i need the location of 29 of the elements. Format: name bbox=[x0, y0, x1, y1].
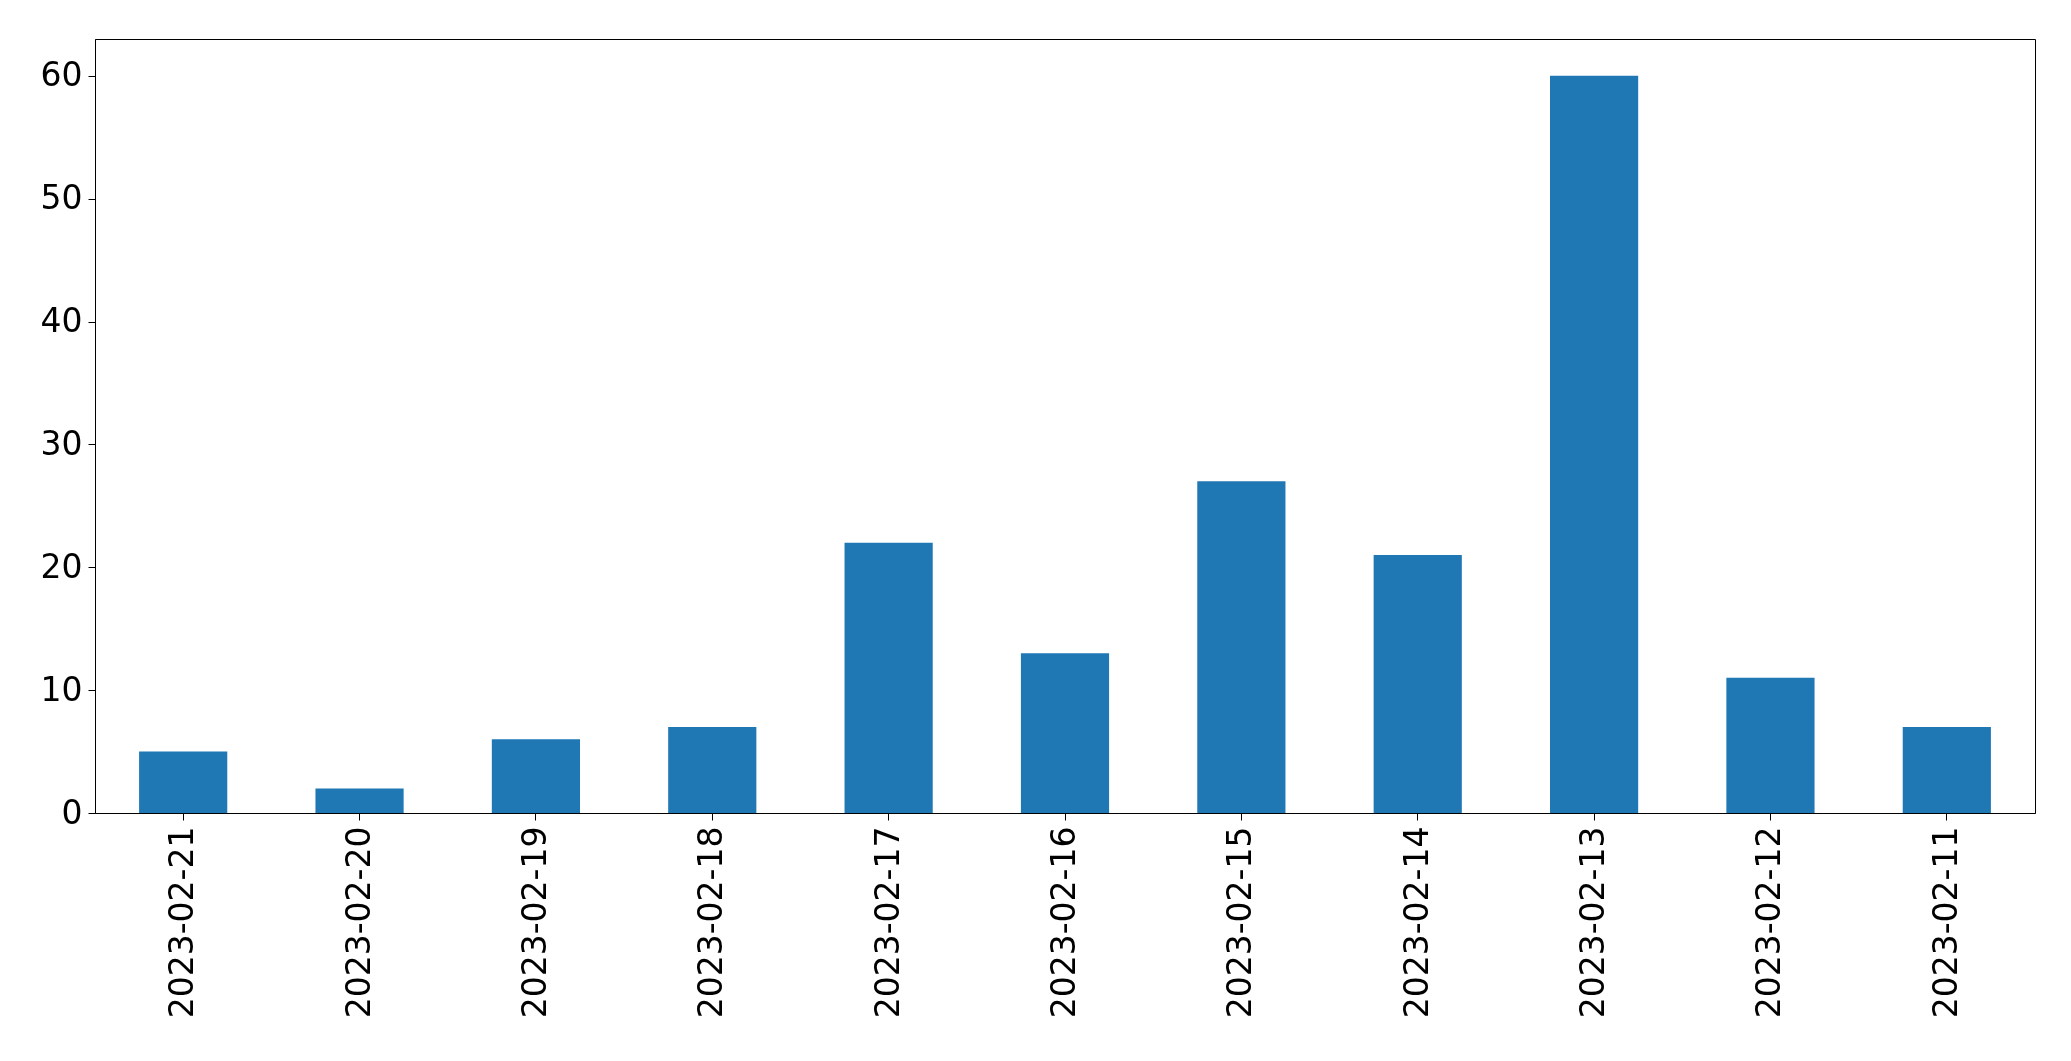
y-tick-label: 60 bbox=[40, 55, 83, 95]
y-tick-label: 30 bbox=[40, 423, 83, 463]
bar bbox=[315, 788, 404, 813]
x-tick-label: 2023-02-15 bbox=[1220, 826, 1260, 1019]
x-tick-label: 2023-02-16 bbox=[1044, 826, 1083, 1019]
x-tick-label: 2023-02-13 bbox=[1573, 826, 1613, 1019]
x-tick-label: 2023-02-11 bbox=[1925, 826, 1965, 1019]
y-tick-label: 50 bbox=[40, 178, 83, 218]
x-tick-label: 2023-02-19 bbox=[514, 826, 554, 1019]
y-tick-label: 40 bbox=[40, 301, 83, 341]
bar bbox=[1902, 727, 1991, 813]
x-tick-label: 2023-02-14 bbox=[1396, 826, 1436, 1019]
x-tick-label: 2023-02-21 bbox=[162, 826, 202, 1019]
x-tick-label: 2023-02-18 bbox=[691, 826, 731, 1019]
y-tick-label: 0 bbox=[61, 792, 83, 832]
bar bbox=[491, 739, 580, 813]
y-tick-label: 20 bbox=[40, 546, 83, 586]
bar bbox=[1726, 677, 1815, 813]
x-tick-label: 2023-02-20 bbox=[338, 826, 378, 1019]
bar bbox=[1197, 481, 1286, 813]
bar bbox=[668, 727, 757, 813]
bar bbox=[844, 542, 933, 813]
bar bbox=[1550, 75, 1639, 813]
bar bbox=[1373, 555, 1462, 813]
y-tick-label: 10 bbox=[40, 669, 83, 709]
bar bbox=[139, 751, 228, 813]
x-tick-label: 2023-02-12 bbox=[1749, 826, 1789, 1019]
x-tick-label: 2023-02-17 bbox=[867, 826, 907, 1019]
bar bbox=[1020, 653, 1110, 813]
